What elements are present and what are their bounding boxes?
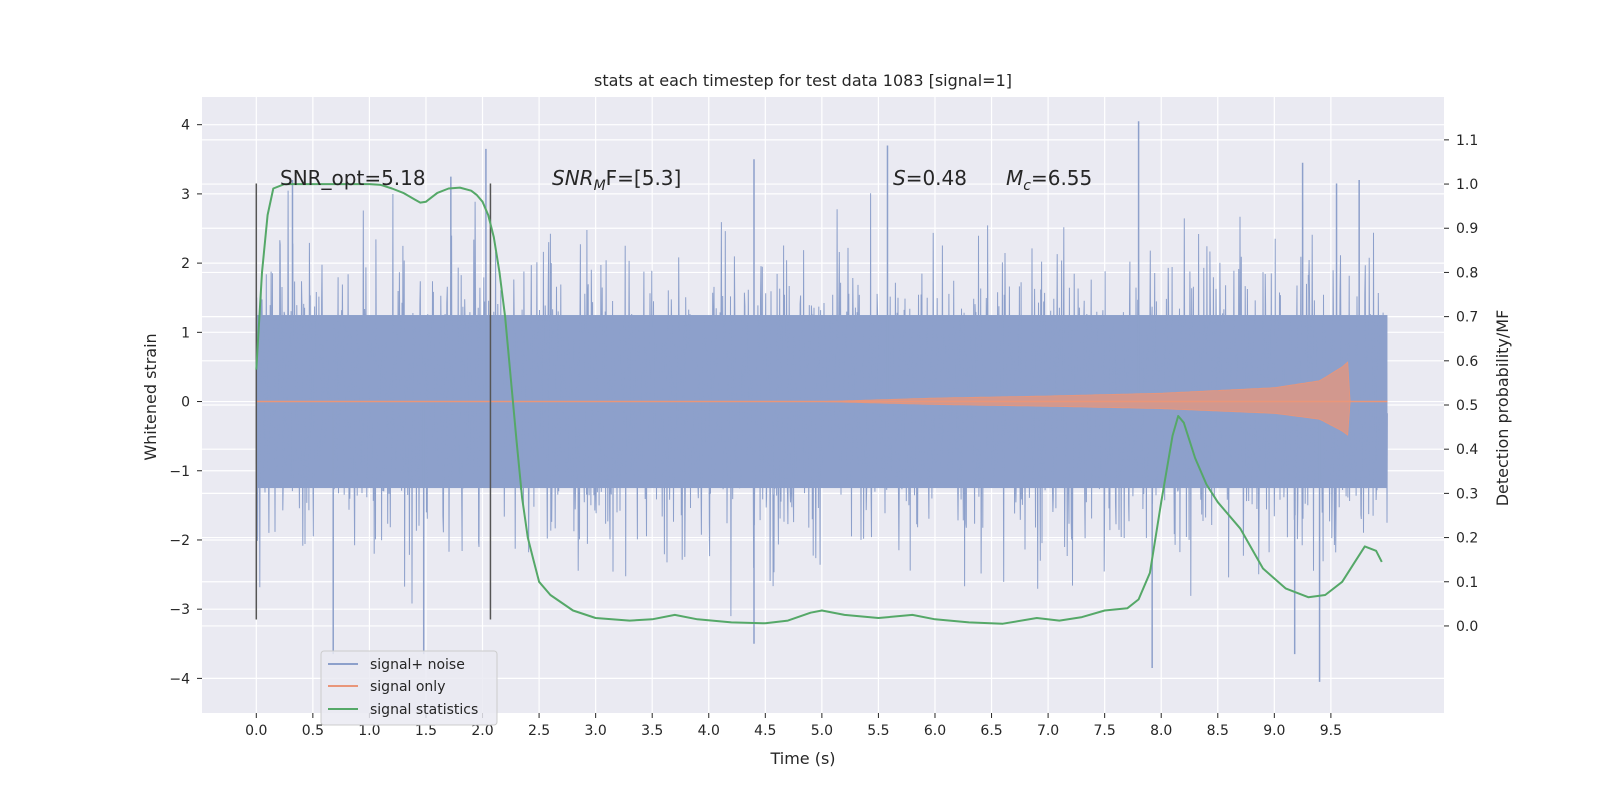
x-tick-label-19: 9.5	[1320, 723, 1342, 739]
x-tick-label-4: 2.0	[471, 723, 493, 739]
snr-mf-main: SNR	[552, 166, 594, 190]
y-tick-label-7: 3	[181, 187, 190, 203]
x-tick-label-15: 7.5	[1094, 723, 1116, 739]
legend-label-stats: signal statistics	[370, 702, 478, 718]
y2-tick-label-9: 0.9	[1456, 221, 1478, 237]
signal-chirp-envelope	[821, 361, 1351, 436]
y2-tick-label-4: 0.4	[1456, 442, 1478, 458]
snr-mf-subscript: M	[594, 178, 606, 194]
mc-main: M	[1006, 166, 1023, 190]
y2-tick-label-7: 0.7	[1456, 310, 1478, 326]
y-tick-label-8: 4	[181, 118, 190, 134]
y-tick-label-2: −2	[169, 533, 190, 549]
x-tick-label-3: 1.5	[415, 723, 437, 739]
x-tick-label-10: 5.0	[811, 723, 833, 739]
x-axis-label: Time (s)	[769, 749, 835, 768]
mc-subscript: c	[1023, 178, 1031, 194]
annotation-snr-mf: SNRMF=[5.3]	[552, 166, 681, 194]
y-tick-label-1: −3	[169, 602, 190, 618]
x-tick-label-9: 4.5	[754, 723, 776, 739]
noise-line	[255, 190, 1388, 617]
x-tick-label-14: 7.0	[1037, 723, 1059, 739]
x-tick-label-0: 0.0	[245, 723, 267, 739]
y2-tick-label-10: 1.0	[1456, 177, 1478, 193]
s-value: =0.48	[906, 166, 967, 190]
signal-statistics-trace	[255, 183, 1383, 625]
x-tick-label-11: 5.5	[867, 723, 889, 739]
s-main: S	[893, 166, 906, 190]
legend: signal+ noise signal only signal statist…	[320, 650, 498, 726]
x-tick-label-16: 8.0	[1150, 723, 1172, 739]
y-tick-label-6: 2	[181, 256, 190, 272]
y-tick-label-4: 0	[181, 395, 190, 411]
x-tick-label-8: 4.0	[698, 723, 720, 739]
annotation-mc: Mc=6.55	[1006, 166, 1092, 194]
x-tick-label-1: 0.5	[302, 723, 324, 739]
x-tick-label-17: 8.5	[1207, 723, 1229, 739]
y2-tick-label-0: 0.0	[1456, 619, 1478, 635]
mc-value: =6.55	[1031, 166, 1092, 190]
legend-label-noise: signal+ noise	[370, 657, 465, 673]
y2-tick-label-11: 1.1	[1456, 133, 1478, 149]
x-tick-label-6: 3.0	[585, 723, 607, 739]
x-tick-label-5: 2.5	[528, 723, 550, 739]
x-tick-label-18: 9.0	[1263, 723, 1285, 739]
x-tick-label-2: 1.0	[358, 723, 380, 739]
y-axis-label: Whitened strain	[141, 333, 160, 460]
legend-label-signal: signal only	[370, 679, 445, 695]
stats-line	[255, 183, 1383, 625]
y2-tick-label-8: 0.8	[1456, 265, 1478, 281]
annotation-s: S=0.48	[893, 166, 967, 190]
chart-title: stats at each timestep for test data 108…	[594, 71, 1012, 90]
vertical-markers	[255, 183, 492, 620]
signal-only-trace	[256, 361, 1388, 436]
snr-mf-value: F=[5.3]	[606, 166, 682, 190]
y2-tick-label-2: 0.2	[1456, 531, 1478, 547]
x-tick-label-12: 6.0	[924, 723, 946, 739]
y2-tick-label-6: 0.6	[1456, 354, 1478, 370]
y2-tick-label-3: 0.3	[1456, 486, 1478, 502]
x-tick-label-7: 3.5	[641, 723, 663, 739]
y-tick-label-3: −1	[169, 464, 190, 480]
x-tick-label-13: 6.5	[980, 723, 1002, 739]
x-axis-ticks: 0.0 0.5 1.0 1.5 2.0 2.5 3.0 3.5 4.0 4.5 5.0 5.5 6.0 6…	[245, 713, 1342, 739]
y-tick-label-5: 1	[181, 325, 190, 341]
y2-axis-label: Detection probability/MF	[1493, 310, 1512, 507]
y2-axis-ticks: 0.0 0.1 0.2 0.3 0.4 0.5 0.6 0.7 0.8 0.9 1.0 1.1	[1444, 133, 1478, 635]
y-axis-ticks: −4 −3 −2 −1 0 1 2 3 4	[169, 118, 202, 687]
y-tick-label-0: −4	[169, 671, 190, 687]
y2-tick-label-5: 0.5	[1456, 398, 1478, 414]
annotation-snr-opt: SNR_opt=5.18	[280, 166, 426, 190]
legend-box	[320, 650, 498, 726]
y2-tick-label-1: 0.1	[1456, 575, 1478, 591]
